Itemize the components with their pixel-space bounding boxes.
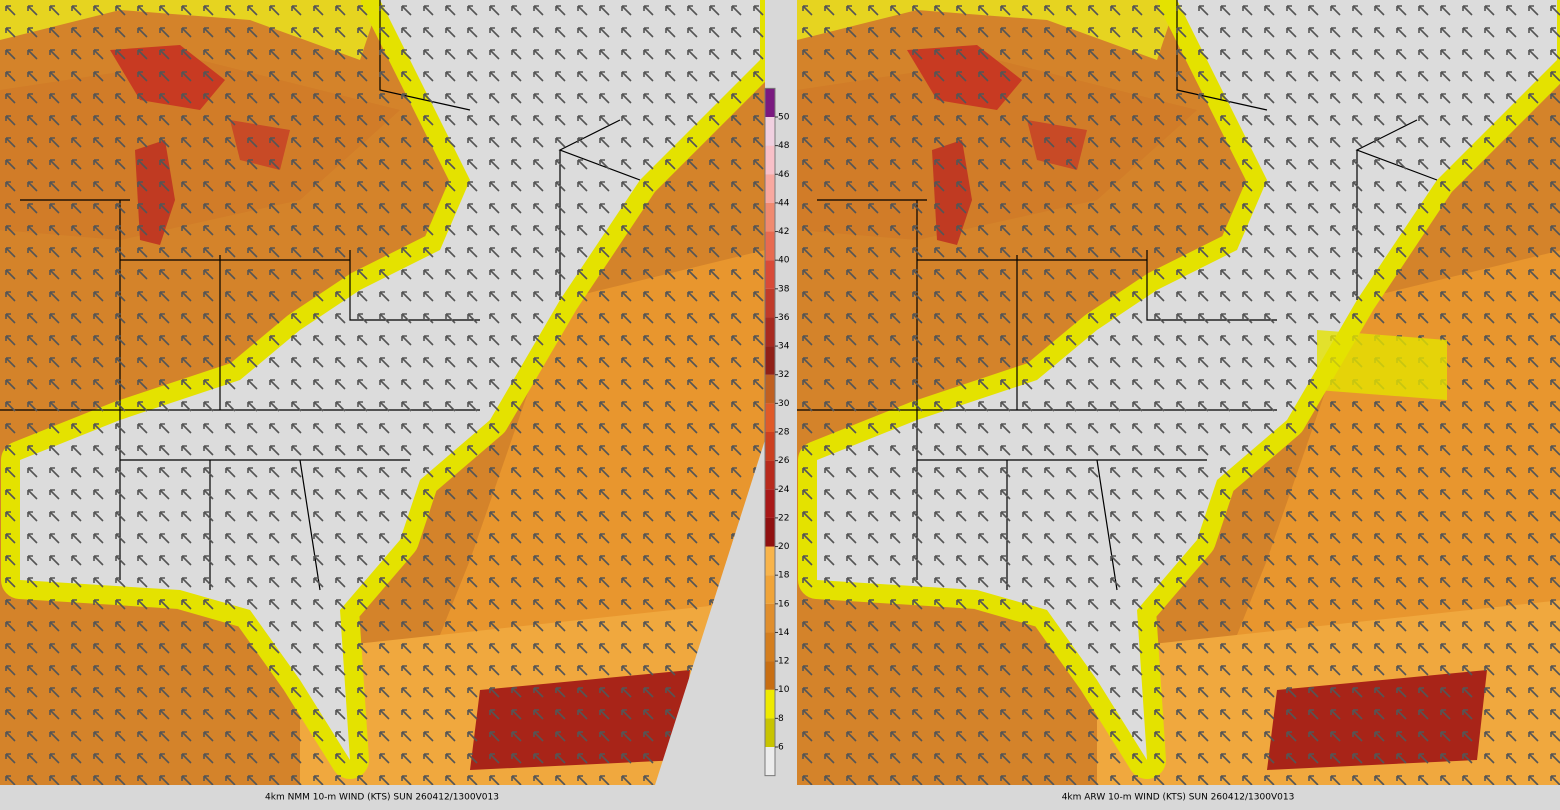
right-caption: 4km ARW 10-m WIND (KTS) SUN 260412/1300V… — [1062, 793, 1295, 803]
colorbar-label: 20 — [778, 542, 790, 552]
colorbar-segment — [765, 346, 775, 375]
colorbar-segment — [765, 632, 775, 662]
colorbar-label: 42 — [778, 227, 789, 237]
colorbar-segment — [765, 88, 775, 117]
colorbar-segment — [765, 403, 775, 432]
yellow-patch — [1317, 330, 1447, 400]
left-caption: 4km NMM 10-m WIND (KTS) SUN 260412/1300V… — [265, 793, 499, 803]
colorbar-label: 16 — [778, 599, 790, 609]
colorbar-segment — [765, 117, 775, 146]
left-wind-map — [0, 0, 765, 785]
colorbar-label: 10 — [778, 685, 790, 695]
colorbar-label: 30 — [778, 399, 790, 409]
colorbar-label: 18 — [778, 571, 790, 581]
colorbar-label: 12 — [778, 657, 789, 667]
colorbar: 6 8 10 12 14 16 18 20 22 24 26 28 30 32 34 36 38 40 42 44 46… — [764, 87, 790, 777]
colorbar-segment — [765, 374, 775, 404]
colorbar-segment — [765, 460, 775, 490]
colorbar-label: 44 — [778, 198, 790, 208]
colorbar-label: 34 — [778, 342, 790, 352]
colorbar-segment — [765, 202, 775, 232]
colorbar-segment — [765, 603, 775, 633]
colorbar-segment — [765, 145, 775, 175]
colorbar-label: 6 — [778, 743, 784, 753]
colorbar-segment — [765, 575, 775, 604]
right-caption-bar — [797, 785, 1560, 810]
colorbar-segment — [765, 517, 775, 547]
colorbar-label: 50 — [778, 113, 790, 123]
colorbar-label: 46 — [778, 170, 790, 180]
colorbar-segment — [765, 174, 775, 203]
colorbar-segment — [765, 689, 775, 719]
domain-edge — [655, 440, 765, 785]
colorbar-segment — [765, 546, 775, 576]
colorbar-segment — [765, 288, 775, 318]
colorbar-segment — [765, 718, 775, 747]
colorbar-label: 26 — [778, 456, 790, 466]
colorbar-segment — [765, 260, 775, 289]
colorbar-segment — [765, 747, 775, 776]
colorbar-segment — [765, 317, 775, 347]
colorbar-label: 48 — [778, 141, 790, 151]
colorbar-label: 38 — [778, 284, 790, 294]
colorbar-segment — [765, 489, 775, 518]
colorbar-label: 36 — [778, 313, 790, 323]
colorbar-label: 14 — [778, 628, 790, 638]
colorbar-label: 22 — [778, 513, 789, 523]
colorbar-label: 32 — [778, 370, 789, 380]
colorbar-segment — [765, 661, 775, 690]
left-caption-bar — [0, 785, 765, 810]
colorbar-label: 24 — [778, 485, 790, 495]
colorbar-segment — [765, 231, 775, 261]
colorbar-segment — [765, 432, 775, 461]
right-panel — [797, 0, 1560, 785]
colorbar-label: 8 — [778, 714, 784, 724]
colorbar-label: 40 — [778, 256, 790, 266]
left-panel — [0, 0, 765, 785]
colorbar-label: 28 — [778, 428, 790, 438]
